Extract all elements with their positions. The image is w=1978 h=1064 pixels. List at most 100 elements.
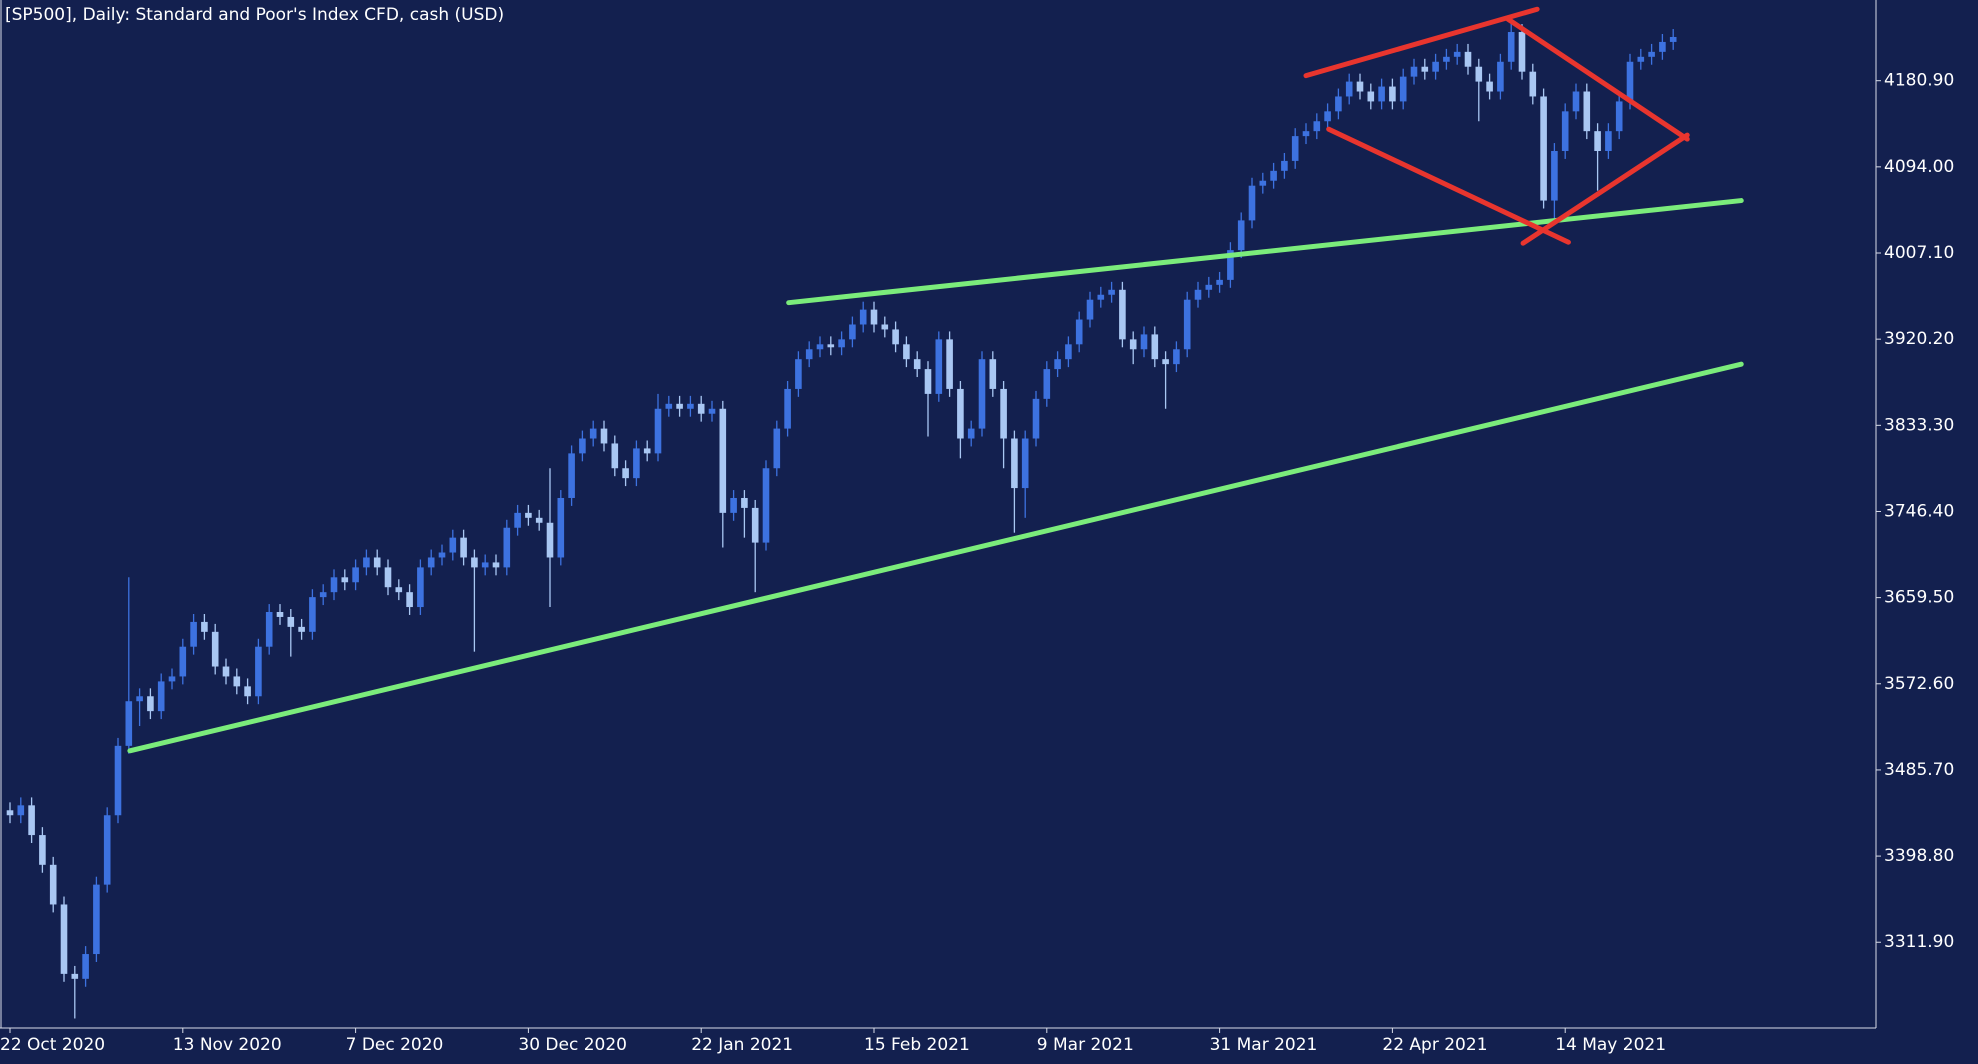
candle-body (514, 512, 521, 528)
candle-body (1281, 160, 1288, 171)
candle-body (287, 616, 295, 627)
candle-body (1453, 51, 1461, 57)
candle-body (319, 592, 327, 598)
candle-body (384, 567, 392, 588)
candle-body (697, 403, 705, 414)
candle-body (417, 567, 424, 608)
x-tick-label: 22 Apr 2021 (1382, 1035, 1487, 1055)
candle-body (1173, 349, 1180, 365)
candle-body (751, 507, 759, 543)
candle-body (1518, 32, 1526, 72)
candle-body (103, 815, 111, 885)
candle-body (179, 646, 187, 677)
candle-body (1605, 131, 1612, 151)
candle-body (957, 388, 964, 439)
candle-body (276, 612, 284, 617)
candle-body (849, 324, 856, 340)
candle-body (913, 359, 921, 370)
trend-line (1505, 16, 1690, 142)
candle-body (1497, 61, 1504, 92)
candle-body (762, 468, 770, 543)
candle-body (157, 681, 165, 712)
candle-body (730, 497, 737, 513)
trend-line (127, 361, 1744, 754)
candle-body (449, 537, 457, 553)
candle-body (935, 339, 943, 394)
candle-body (525, 512, 532, 518)
candle-body (838, 339, 845, 348)
candle-body (568, 453, 575, 498)
candle-body (1410, 66, 1418, 77)
candle-body (233, 676, 241, 687)
candle-body (589, 428, 597, 439)
candle-body (28, 805, 35, 836)
x-tick-label: 31 Mar 2021 (1210, 1035, 1318, 1055)
candle-body (1399, 76, 1407, 102)
candle-body (1270, 170, 1277, 181)
trend-line (1520, 132, 1690, 246)
candle-body (1011, 438, 1018, 489)
y-tick-label: 4180.90 (1884, 71, 1954, 91)
candle-body (1378, 86, 1385, 102)
candle-body (1054, 359, 1061, 370)
candle-body (1043, 369, 1051, 399)
candle-body (1421, 66, 1429, 72)
x-tick-label: 15 Feb 2021 (864, 1035, 970, 1055)
candle-body (211, 631, 219, 667)
candle-body (1075, 319, 1083, 345)
candle-body (859, 309, 867, 325)
candle-body (1216, 279, 1223, 285)
candle-body (1443, 56, 1450, 62)
x-tick-label: 14 May 2021 (1555, 1035, 1666, 1055)
candle-body (298, 626, 305, 632)
candle-body (1097, 294, 1105, 300)
candle-body (1626, 61, 1634, 102)
candle-body (147, 696, 154, 712)
y-tick-label: 3920.20 (1884, 329, 1954, 349)
candle-body (546, 522, 554, 558)
candle-body (17, 805, 25, 816)
candle-body (1335, 96, 1342, 112)
candle-body (1302, 131, 1310, 137)
y-tick-label: 3398.80 (1884, 846, 1954, 866)
candle-body (1021, 438, 1029, 489)
candle-body (190, 621, 197, 647)
candle-body (924, 369, 932, 394)
candle-body (1000, 388, 1007, 439)
candle-body (1108, 289, 1115, 295)
candle-body (1540, 96, 1547, 201)
candle-body (579, 438, 586, 454)
candle-body (1151, 334, 1159, 360)
y-tick-label: 3311.90 (1884, 932, 1954, 952)
y-tick-label: 3833.30 (1884, 415, 1954, 435)
candle-body (773, 428, 781, 469)
candle-body (1237, 220, 1245, 251)
candle-body (1561, 111, 1569, 151)
candle-body (1129, 339, 1137, 350)
candle-body (978, 359, 986, 429)
candle-body (1205, 284, 1213, 290)
candle-body (492, 562, 500, 568)
candle-body (816, 344, 824, 350)
candle-body (1659, 41, 1666, 52)
candle-body (1551, 150, 1558, 201)
candle-body (643, 448, 651, 454)
x-tick-label: 13 Nov 2020 (173, 1035, 282, 1055)
y-tick-label: 3572.60 (1884, 674, 1954, 694)
candle-body (222, 666, 230, 677)
candle-body (1183, 299, 1191, 350)
x-tick-label: 22 Oct 2020 (0, 1035, 105, 1055)
candle-body (1162, 359, 1169, 365)
candle-body (341, 577, 349, 583)
candle-body (244, 686, 251, 697)
candle-body (1432, 61, 1439, 72)
candle-body (471, 557, 478, 568)
candle-body (1313, 121, 1321, 132)
candle-body (1291, 136, 1299, 161)
candle-body (1615, 101, 1623, 132)
candle-body (255, 646, 262, 697)
candle-body (676, 403, 683, 409)
